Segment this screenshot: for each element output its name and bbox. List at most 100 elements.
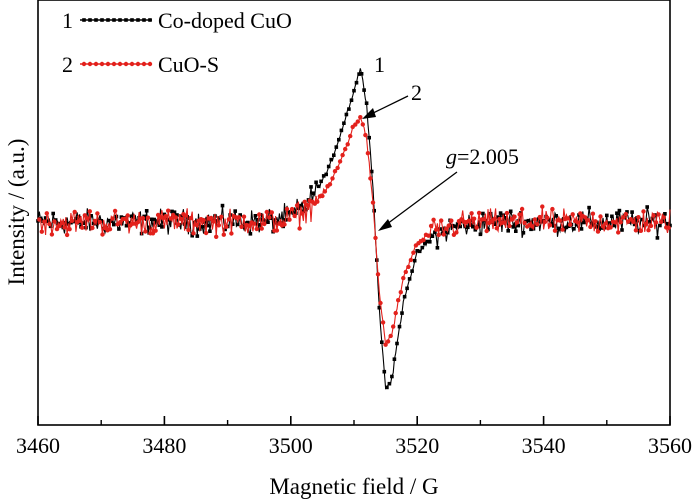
data-point <box>300 211 305 216</box>
data-point <box>92 218 98 224</box>
data-point <box>201 217 206 223</box>
data-point <box>246 223 252 228</box>
data-point <box>144 209 149 213</box>
data-point <box>615 211 619 215</box>
data-point <box>294 203 300 208</box>
data-point <box>552 228 558 233</box>
data-point <box>157 223 162 227</box>
data-point <box>473 228 478 232</box>
data-point <box>362 88 366 92</box>
data-point <box>107 227 113 232</box>
data-point <box>653 220 659 225</box>
legend-marker <box>82 18 86 22</box>
data-point <box>511 225 516 229</box>
data-point <box>117 227 121 231</box>
data-point <box>547 223 553 228</box>
x-tick-label: 3460 <box>16 433 60 458</box>
data-point <box>209 215 214 221</box>
data-point <box>221 232 226 237</box>
data-point <box>390 374 394 379</box>
data-point <box>532 217 537 222</box>
legend-number-1: 1 <box>62 8 73 33</box>
data-point <box>641 209 646 214</box>
data-point <box>219 214 224 219</box>
data-point <box>316 184 321 189</box>
data-point <box>415 249 419 253</box>
data-point <box>625 210 629 214</box>
data-point <box>39 229 44 234</box>
data-point <box>254 226 259 232</box>
data-point <box>665 221 670 226</box>
data-point <box>659 219 664 224</box>
data-point <box>503 216 508 220</box>
annotation-arrowhead-g <box>378 219 392 231</box>
data-point <box>178 216 183 221</box>
data-point <box>579 227 584 231</box>
data-point <box>431 217 436 222</box>
data-point <box>150 217 154 222</box>
data-point <box>344 112 349 117</box>
data-point <box>289 206 295 212</box>
data-point <box>43 216 48 220</box>
data-point <box>191 231 196 236</box>
data-point <box>658 223 662 228</box>
legend-marker <box>88 18 92 22</box>
data-point <box>214 234 219 239</box>
data-point <box>537 214 542 220</box>
data-point <box>585 218 590 223</box>
legend-label-2: CuO-S <box>158 52 219 77</box>
data-point <box>274 228 280 233</box>
data-point <box>85 216 90 221</box>
data-point <box>392 357 397 361</box>
data-point <box>257 212 262 217</box>
data-point <box>612 223 617 228</box>
data-point <box>352 88 356 93</box>
data-point <box>223 227 227 232</box>
data-point <box>425 239 430 244</box>
data-point <box>436 232 441 238</box>
data-point <box>162 212 167 217</box>
data-point <box>205 223 210 228</box>
data-point <box>188 216 194 221</box>
data-point <box>458 224 462 229</box>
data-point <box>359 72 364 76</box>
data-point <box>383 342 388 347</box>
data-point <box>112 208 118 214</box>
data-point <box>572 227 576 231</box>
data-point <box>434 227 439 232</box>
data-point <box>337 137 341 142</box>
data-point <box>97 219 103 225</box>
data-point <box>423 241 427 245</box>
data-point <box>107 218 111 223</box>
annotations: 1 2 g=2.005 <box>362 52 519 231</box>
data-point <box>72 209 77 215</box>
data-point <box>497 216 502 222</box>
data-point <box>286 210 291 215</box>
data-point <box>438 227 442 231</box>
data-point <box>67 227 72 232</box>
data-point <box>512 214 517 219</box>
data-point <box>617 208 622 213</box>
data-point <box>180 214 184 218</box>
data-point <box>47 221 52 227</box>
data-point <box>484 228 489 234</box>
data-point <box>145 215 151 220</box>
data-point <box>302 199 307 204</box>
data-point <box>246 220 250 225</box>
data-point <box>395 341 399 346</box>
data-point <box>89 214 93 218</box>
data-point <box>605 213 609 218</box>
data-point <box>326 164 331 169</box>
data-point <box>428 240 432 244</box>
x-axis-ticks: 3460 3480 3500 3520 3540 3560 <box>16 416 692 458</box>
data-point <box>363 132 368 138</box>
annotation-arrow-g <box>382 171 458 228</box>
data-point <box>166 208 171 213</box>
data-point <box>364 101 369 105</box>
data-point <box>369 169 374 174</box>
data-point <box>466 225 470 230</box>
data-point <box>343 146 348 152</box>
data-point <box>243 221 248 225</box>
data-point <box>546 217 551 222</box>
legend-marker <box>130 18 134 22</box>
